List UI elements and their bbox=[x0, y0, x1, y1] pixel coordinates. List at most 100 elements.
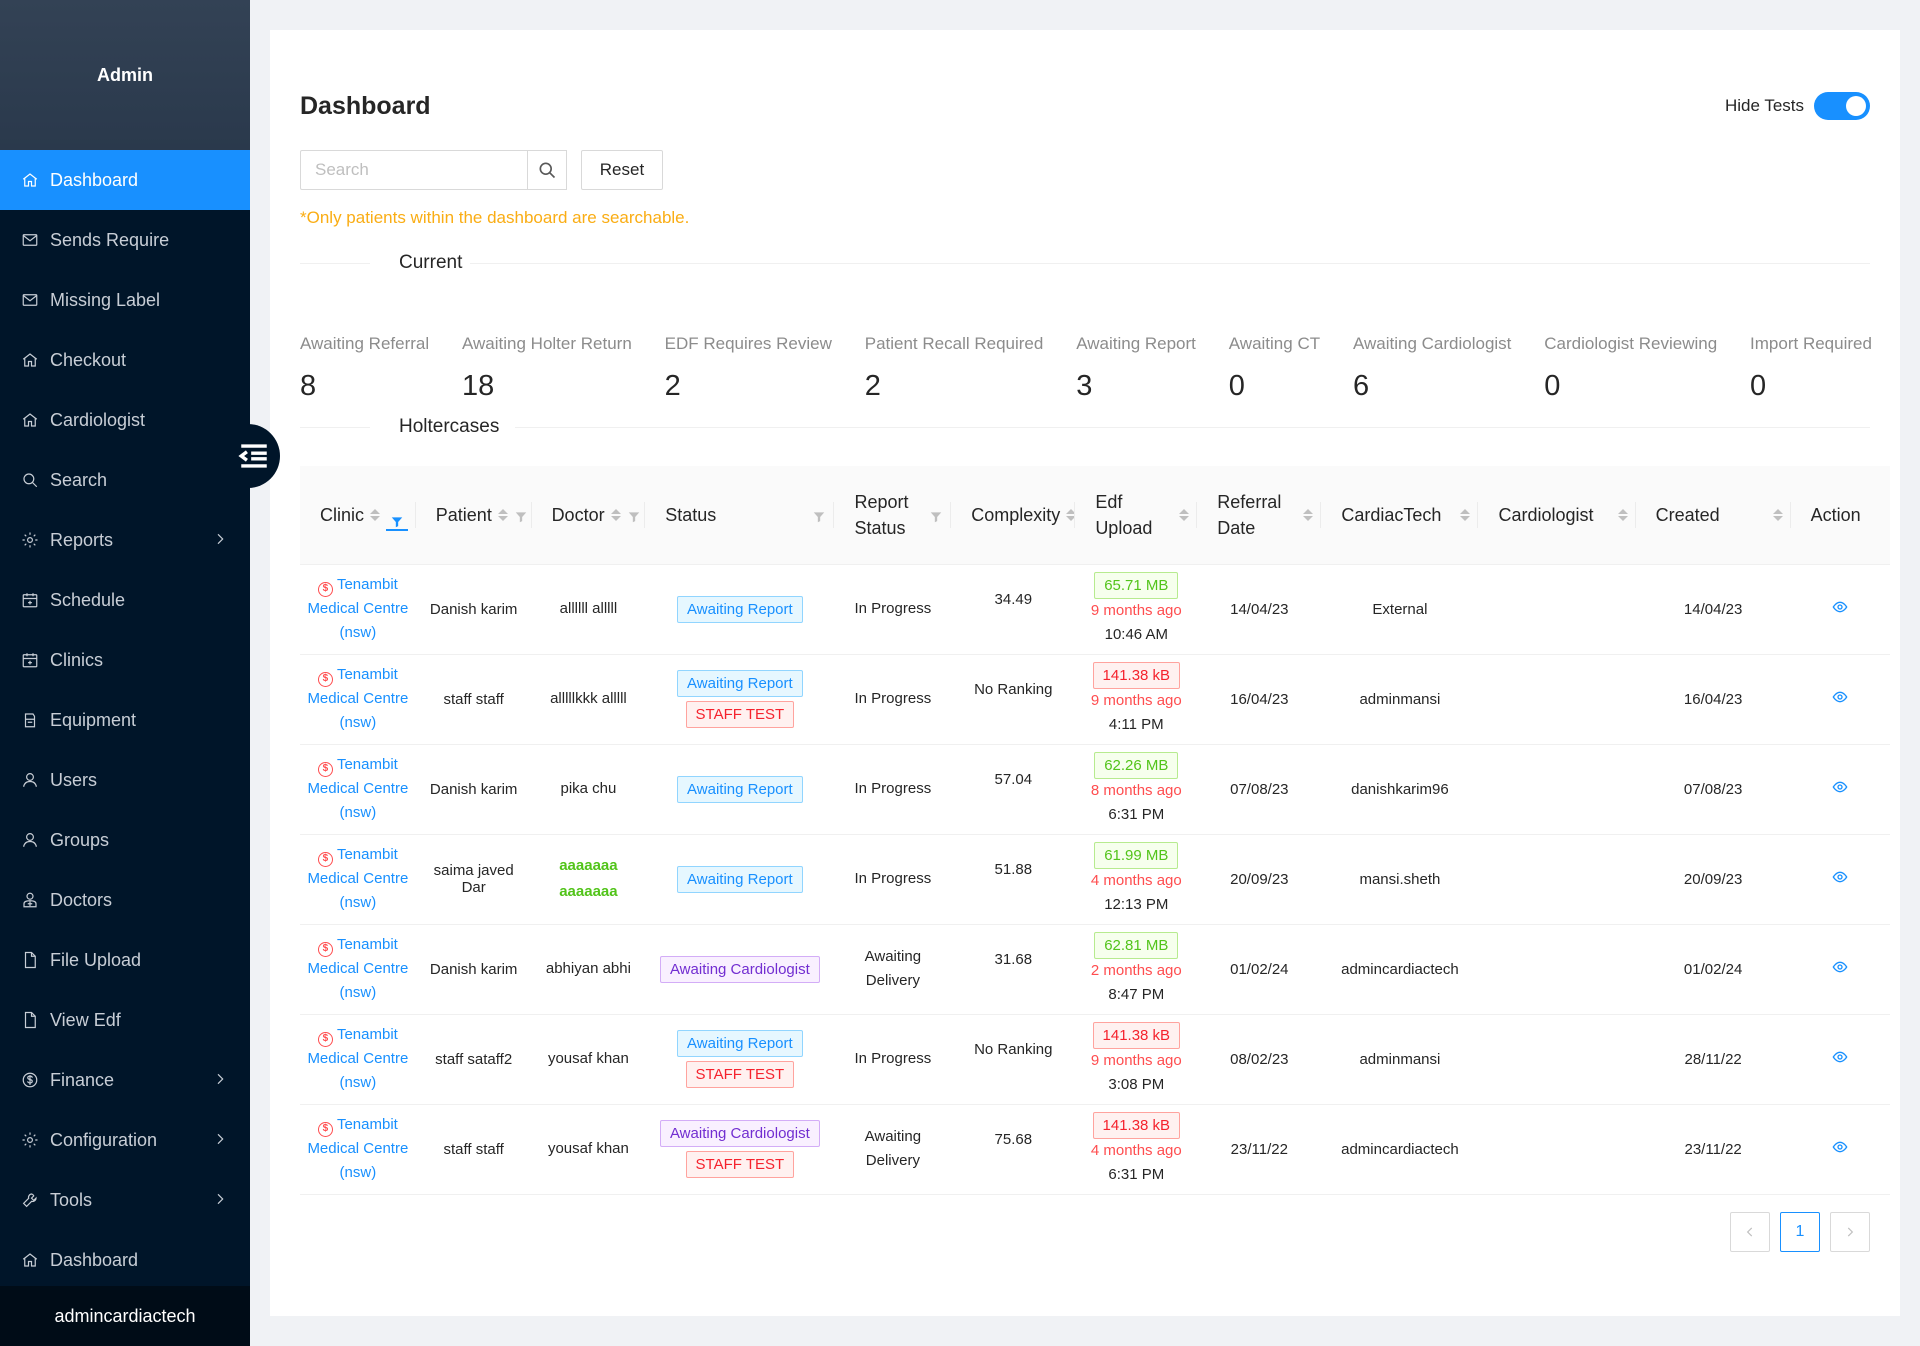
sidebar-item-clinics[interactable]: Clinics bbox=[0, 630, 250, 690]
filter-icon[interactable] bbox=[514, 508, 528, 522]
search-button[interactable] bbox=[527, 150, 567, 190]
column-cardiactech[interactable]: CardiacTech bbox=[1321, 466, 1479, 565]
sort-icon[interactable] bbox=[1772, 508, 1783, 521]
tool-icon bbox=[20, 1190, 40, 1210]
filter-icon[interactable] bbox=[929, 508, 943, 522]
sidebar-item-groups[interactable]: Groups bbox=[0, 810, 250, 870]
sidebar-item-search[interactable]: Search bbox=[0, 450, 250, 510]
user-account[interactable]: admincardiactech bbox=[0, 1286, 250, 1346]
eye-icon[interactable] bbox=[1832, 1141, 1848, 1159]
column-report-status[interactable]: Report Status bbox=[834, 466, 952, 565]
table-row[interactable]: $ Tenambit Medical Centre (nsw) Danish karim… bbox=[300, 564, 1890, 655]
sidebar-item-equipment[interactable]: Equipment bbox=[0, 690, 250, 750]
created-date: 20/09/23 bbox=[1635, 834, 1791, 925]
sidebar-item-file-upload[interactable]: File Upload bbox=[0, 930, 250, 990]
sidebar-item-missing-label[interactable]: Missing Label bbox=[0, 270, 250, 330]
edf-ago: 9 months ago bbox=[1090, 691, 1182, 709]
collapse-sidebar-button[interactable] bbox=[210, 424, 280, 488]
sidebar-item-view-edf[interactable]: View Edf bbox=[0, 990, 250, 1050]
sidebar-item-sends-require[interactable]: Sends Require bbox=[0, 210, 250, 270]
column-clinic[interactable]: Clinic bbox=[300, 466, 416, 565]
filter-icon[interactable] bbox=[386, 515, 409, 531]
clinic-link[interactable]: $ Tenambit Medical Centre (nsw) bbox=[307, 756, 409, 821]
report-status: In Progress bbox=[834, 1014, 952, 1105]
sort-icon[interactable] bbox=[370, 508, 381, 521]
prev-page-button[interactable] bbox=[1730, 1212, 1770, 1252]
clinic-link[interactable]: $ Tenambit Medical Centre (nsw) bbox=[307, 936, 409, 1001]
table-row[interactable]: $ Tenambit Medical Centre (nsw) staff staff y… bbox=[300, 1104, 1890, 1195]
sidebar-item-configuration[interactable]: Configuration bbox=[0, 1110, 250, 1170]
sort-icon[interactable] bbox=[610, 508, 621, 521]
table-row[interactable]: $ Tenambit Medical Centre (nsw) Danish karim… bbox=[300, 744, 1890, 835]
sort-icon[interactable] bbox=[1303, 508, 1314, 521]
sidebar-item-schedule[interactable]: Schedule bbox=[0, 570, 250, 630]
cardiologist bbox=[1478, 1014, 1636, 1105]
column-created[interactable]: Created bbox=[1635, 466, 1791, 565]
sidebar-item-dashboard[interactable]: Dashboard bbox=[0, 1230, 250, 1290]
column-edf-upload[interactable]: Edf Upload bbox=[1075, 466, 1198, 565]
file-icon bbox=[20, 950, 40, 970]
dollar-icon: $ bbox=[317, 1031, 333, 1047]
chevron-right-icon bbox=[1847, 1227, 1854, 1237]
edf-size-tag: 61.99 MB bbox=[1094, 841, 1179, 869]
eye-icon[interactable] bbox=[1832, 691, 1848, 709]
table-row[interactable]: $ Tenambit Medical Centre (nsw) Danish karim… bbox=[300, 924, 1890, 1015]
table-row[interactable]: $ Tenambit Medical Centre (nsw) staff sataff… bbox=[300, 1014, 1890, 1105]
filter-icon[interactable] bbox=[812, 508, 826, 522]
eye-icon[interactable] bbox=[1832, 961, 1848, 979]
eye-icon[interactable] bbox=[1832, 1051, 1848, 1069]
sidebar-item-label: Sends Require bbox=[50, 229, 170, 250]
sort-icon[interactable] bbox=[1179, 508, 1190, 521]
stat-value: 2 bbox=[864, 370, 881, 402]
sort-icon[interactable] bbox=[1617, 508, 1628, 521]
column-doctor[interactable]: Doctor bbox=[531, 466, 646, 565]
sidebar-item-label: Tools bbox=[50, 1189, 93, 1210]
doctor-name: yousaf khan bbox=[547, 1050, 629, 1067]
sort-icon[interactable] bbox=[1066, 508, 1077, 521]
user-icon bbox=[20, 770, 40, 790]
doctor-name: yousaf khan bbox=[547, 1140, 629, 1157]
eye-icon[interactable] bbox=[1832, 601, 1848, 619]
clinic-link[interactable]: $ Tenambit Medical Centre (nsw) bbox=[307, 846, 409, 911]
cardiactech: adminmansi bbox=[1321, 1014, 1479, 1105]
column-cardiologist[interactable]: Cardiologist bbox=[1478, 466, 1636, 565]
sort-icon[interactable] bbox=[497, 508, 508, 521]
doctor-name: allllll alllll bbox=[559, 600, 618, 617]
stat-value: 6 bbox=[1352, 370, 1370, 402]
sidebar-item-users[interactable]: Users bbox=[0, 750, 250, 810]
sidebar-item-cardiologist[interactable]: Cardiologist bbox=[0, 390, 250, 450]
page-number-button[interactable]: 1 bbox=[1780, 1212, 1820, 1252]
stat-label: Awaiting CT bbox=[1228, 334, 1321, 353]
sidebar-item-reports[interactable]: Reports bbox=[0, 510, 250, 570]
report-status: Awaiting Delivery bbox=[834, 924, 952, 1015]
stat-awaiting-holter-return: Awaiting Holter Return 18 bbox=[462, 334, 632, 403]
edf-size-tag: 141.38 kB bbox=[1092, 661, 1181, 689]
table-row[interactable]: $ Tenambit Medical Centre (nsw) saima javed … bbox=[300, 834, 1890, 925]
table-row[interactable]: $ Tenambit Medical Centre (nsw) staff staff a… bbox=[300, 654, 1890, 745]
column-status[interactable]: Status bbox=[645, 466, 835, 565]
column-patient[interactable]: Patient bbox=[415, 466, 532, 565]
eye-icon[interactable] bbox=[1832, 871, 1848, 889]
sidebar-item-checkout[interactable]: Checkout bbox=[0, 330, 250, 390]
dollar-icon: $ bbox=[317, 671, 333, 687]
clinic-link[interactable]: $ Tenambit Medical Centre (nsw) bbox=[307, 576, 409, 641]
sidebar-item-doctors[interactable]: Doctors bbox=[0, 870, 250, 930]
sort-icon[interactable] bbox=[1460, 508, 1471, 521]
sidebar-item-finance[interactable]: Finance bbox=[0, 1050, 250, 1110]
sidebar-item-dashboard[interactable]: Dashboard bbox=[0, 150, 250, 210]
hide-tests-toggle[interactable] bbox=[1814, 92, 1870, 120]
clinic-link[interactable]: $ Tenambit Medical Centre (nsw) bbox=[307, 1026, 409, 1091]
filter-icon[interactable] bbox=[627, 508, 641, 522]
reset-button[interactable]: Reset bbox=[581, 150, 663, 190]
column-complexity[interactable]: Complexity bbox=[951, 466, 1077, 565]
clinic-link[interactable]: $ Tenambit Medical Centre (nsw) bbox=[307, 666, 409, 731]
complexity: 51.88 bbox=[951, 834, 1076, 925]
edf-time: 4:11 PM bbox=[1108, 715, 1164, 733]
column-referral-date[interactable]: Referral Date bbox=[1197, 466, 1322, 565]
sidebar-item-tools[interactable]: Tools bbox=[0, 1170, 250, 1230]
clinic-link[interactable]: $ Tenambit Medical Centre (nsw) bbox=[307, 1116, 409, 1181]
next-page-button[interactable] bbox=[1830, 1212, 1870, 1252]
doctor-icon bbox=[20, 890, 40, 910]
search-input[interactable] bbox=[300, 150, 527, 190]
eye-icon[interactable] bbox=[1832, 781, 1848, 799]
